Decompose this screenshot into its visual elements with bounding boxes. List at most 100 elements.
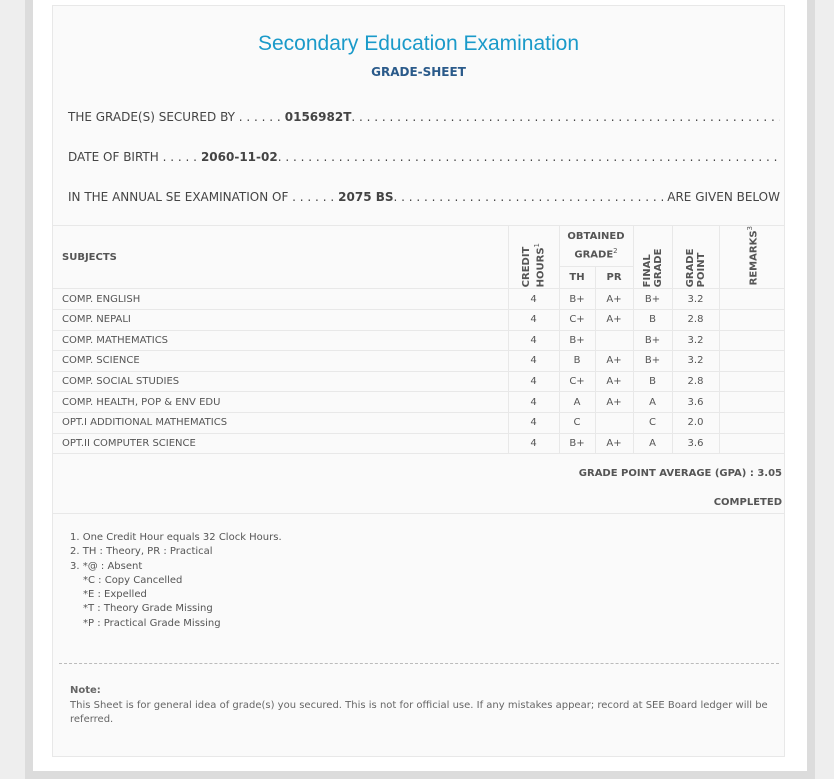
page-subtitle: GRADE-SHEET: [371, 65, 466, 79]
cell-final: B+: [632, 329, 673, 352]
cell-subject: COMP. SCIENCE: [53, 350, 509, 372]
cell-credit: 4: [507, 329, 560, 352]
cell-remarks: [718, 432, 784, 455]
footnote: 3. *@ : Absent: [70, 560, 143, 572]
table-row: COMP. MATHEMATICS 4 B+ B+ 3.2: [53, 329, 784, 352]
header-th: TH: [558, 266, 596, 290]
cell-final: B+: [632, 288, 673, 310]
cell-th: B+: [558, 432, 596, 455]
cell-credit: 4: [507, 288, 560, 310]
cell-pr: A+: [594, 432, 634, 455]
cell-pr: A+: [594, 391, 634, 413]
cell-pr: [594, 411, 634, 434]
divider: [53, 513, 784, 514]
dots: . . . . . . . . . . . . . . . . . . . . …: [393, 190, 664, 204]
cell-subject: COMP. SOCIAL STUDIES: [53, 370, 509, 393]
cell-pr: A+: [594, 288, 634, 310]
cell-pr: A+: [594, 308, 634, 331]
cell-final: A: [632, 391, 673, 413]
dots: . . . . . . . . . . . . . . . . . . . . …: [277, 150, 780, 164]
footnote: *E : Expelled: [83, 589, 147, 601]
exam-label: IN THE ANNUAL SE EXAMINATION OF . . . . …: [68, 190, 335, 204]
cell-remarks: [718, 288, 784, 310]
cell-th: B: [558, 350, 596, 372]
cell-gp: 3.6: [671, 391, 720, 413]
cell-remarks: [718, 350, 784, 372]
cell-th: C+: [558, 370, 596, 393]
footnote: *T : Theory Grade Missing: [83, 603, 213, 615]
header-obtained-grade: OBTAINED GRADE2: [558, 224, 634, 268]
cell-subject: COMP. NEPALI: [53, 308, 509, 331]
cell-gp: 2.0: [671, 411, 720, 434]
secured-by-line: THE GRADE(S) SECURED BY . . . . . . 01569…: [68, 110, 780, 124]
exam-line: IN THE ANNUAL SE EXAMINATION OF . . . . …: [68, 190, 780, 204]
cell-gp: 3.2: [671, 350, 720, 372]
cell-th: A: [558, 391, 596, 413]
cell-pr: [594, 329, 634, 352]
dob-label: DATE OF BIRTH . . . . .: [68, 150, 197, 164]
cell-final: B: [632, 370, 673, 393]
cell-gp: 2.8: [671, 370, 720, 393]
cell-pr: A+: [594, 350, 634, 372]
symbol-number: 0156982T: [284, 110, 352, 124]
exam-year: 2075 BS: [338, 190, 394, 204]
footnote: *P : Practical Grade Missing: [83, 617, 221, 629]
cell-subject: OPT.II COMPUTER SCIENCE: [53, 432, 509, 455]
table-row: COMP. SOCIAL STUDIES 4 C+ A+ B 2.8: [53, 370, 784, 393]
cell-credit: 4: [507, 308, 560, 331]
footnote: *C : Copy Cancelled: [83, 574, 183, 586]
cell-subject: COMP. HEALTH, POP & ENV EDU: [53, 391, 509, 413]
cell-gp: 2.8: [671, 308, 720, 331]
cell-credit: 4: [507, 391, 560, 413]
cell-final: B+: [632, 350, 673, 372]
cell-credit: 4: [507, 370, 560, 393]
dots: . . . . . . . . . . . . . . . . . . . . …: [351, 110, 780, 124]
table-row: COMP. NEPALI 4 C+ A+ B 2.8: [53, 308, 784, 331]
cell-remarks: [718, 411, 784, 434]
cell-final: C: [632, 411, 673, 434]
cell-final: B: [632, 308, 673, 331]
cell-subject: COMP. MATHEMATICS: [53, 329, 509, 352]
table-row: OPT.II COMPUTER SCIENCE 4 B+ A+ A 3.6: [53, 432, 784, 455]
note: Note: This Sheet is for general idea of g…: [70, 684, 770, 728]
header-subjects: SUBJECTS: [53, 224, 509, 290]
cell-remarks: [718, 370, 784, 393]
header-credit-hours: CREDIT HOURS1: [507, 224, 560, 290]
cell-th: B+: [558, 288, 596, 310]
cell-subject: COMP. ENGLISH: [53, 288, 509, 310]
table-row: COMP. SCIENCE 4 B A+ B+ 3.2: [53, 350, 784, 372]
cell-credit: 4: [507, 350, 560, 372]
cell-remarks: [718, 329, 784, 352]
cell-gp: 3.2: [671, 329, 720, 352]
header-pr: PR: [594, 266, 633, 290]
cell-th: B+: [558, 329, 596, 352]
note-text: This Sheet is for general idea of grade(…: [70, 699, 768, 726]
table-row: OPT.I ADDITIONAL MATHEMATICS 4 C C 2.0: [53, 411, 784, 434]
secured-label: THE GRADE(S) SECURED BY . . . . . .: [68, 110, 281, 124]
cell-remarks: [718, 391, 784, 413]
footnotes: 1. One Credit Hour equals 32 Clock Hours…: [70, 531, 282, 631]
exam-suffix: ARE GIVEN BELOW: [667, 190, 780, 204]
cell-subject: OPT.I ADDITIONAL MATHEMATICS: [53, 411, 509, 434]
cell-final: A: [632, 432, 673, 455]
page-title: Secondary Education Examination: [257, 32, 580, 55]
result-status: COMPLETED: [713, 497, 782, 508]
grade-sheet-panel: Secondary Education Examination GRADE-SH…: [52, 5, 785, 757]
footnote: 1. One Credit Hour equals 32 Clock Hours…: [70, 532, 282, 543]
dob-line: DATE OF BIRTH . . . . . 2060-11-02 . . . …: [68, 150, 780, 164]
cell-credit: 4: [507, 411, 560, 434]
dob-value: 2060-11-02: [200, 150, 278, 164]
cell-gp: 3.2: [671, 288, 720, 310]
header-final-grade: FINAL GRADE: [632, 224, 673, 290]
header-remarks: REMARKS3: [718, 224, 784, 290]
grades-table: SUBJECTS CREDIT HOURS1 OBTAINED GRADE2 F…: [53, 224, 784, 455]
dashed-divider: [59, 663, 779, 664]
footnote: 2. TH : Theory, PR : Practical: [70, 546, 213, 558]
note-label: Note:: [70, 685, 101, 696]
cell-th: C+: [558, 308, 596, 331]
table-row: COMP. HEALTH, POP & ENV EDU 4 A A+ A 3.6: [53, 391, 784, 413]
gpa: GRADE POINT AVERAGE (GPA) : 3.05: [578, 468, 782, 479]
cell-pr: A+: [594, 370, 634, 393]
cell-gp: 3.6: [671, 432, 720, 455]
cell-th: C: [558, 411, 596, 434]
